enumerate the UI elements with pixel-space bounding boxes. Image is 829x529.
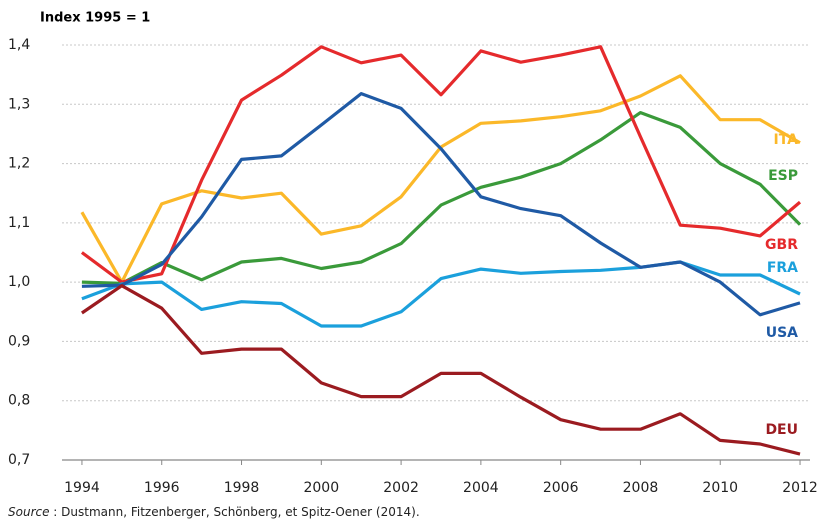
series-label: GBR <box>765 237 798 253</box>
series-line <box>81 260 801 328</box>
series-label: DEU <box>765 422 798 438</box>
y-tick-label: 0,7 <box>8 452 30 468</box>
series-label: ITA <box>773 132 798 148</box>
x-tick-label: 2002 <box>383 480 419 496</box>
series-line <box>80 74 801 284</box>
series-line <box>80 45 802 284</box>
y-tick-label: 1,2 <box>8 156 30 172</box>
series-line <box>81 92 801 317</box>
y-tick-label: 1,0 <box>8 274 30 290</box>
series-label: USA <box>766 325 798 341</box>
y-tick-label: 1,3 <box>8 96 30 112</box>
y-tick-label: 1,4 <box>8 37 30 53</box>
x-tick-label: 2012 <box>782 480 818 496</box>
source-text: : Dustmann, Fitzenberger, Schönberg, et … <box>49 505 419 519</box>
x-tick-label: 2006 <box>543 480 579 496</box>
chart-title: Index 1995 = 1 <box>40 11 150 26</box>
series-line <box>81 111 802 285</box>
x-tick-label: 2008 <box>623 480 659 496</box>
x-tick-label: 1996 <box>144 480 180 496</box>
source-note: Source : Dustmann, Fitzenberger, Schönbe… <box>8 505 420 519</box>
source-label: Source <box>8 505 49 519</box>
x-tick-label: 1998 <box>224 480 260 496</box>
x-tick-label: 2004 <box>463 480 499 496</box>
x-tick-label: 2010 <box>702 480 738 496</box>
x-tick-label: 1994 <box>64 480 100 496</box>
series-label: ESP <box>768 168 798 184</box>
y-tick-label: 1,1 <box>8 215 30 231</box>
series-label: FRA <box>767 260 798 276</box>
series-line <box>80 284 801 456</box>
y-tick-label: 0,9 <box>8 333 30 349</box>
y-tick-label: 0,8 <box>8 393 30 409</box>
x-tick-label: 2000 <box>303 480 339 496</box>
